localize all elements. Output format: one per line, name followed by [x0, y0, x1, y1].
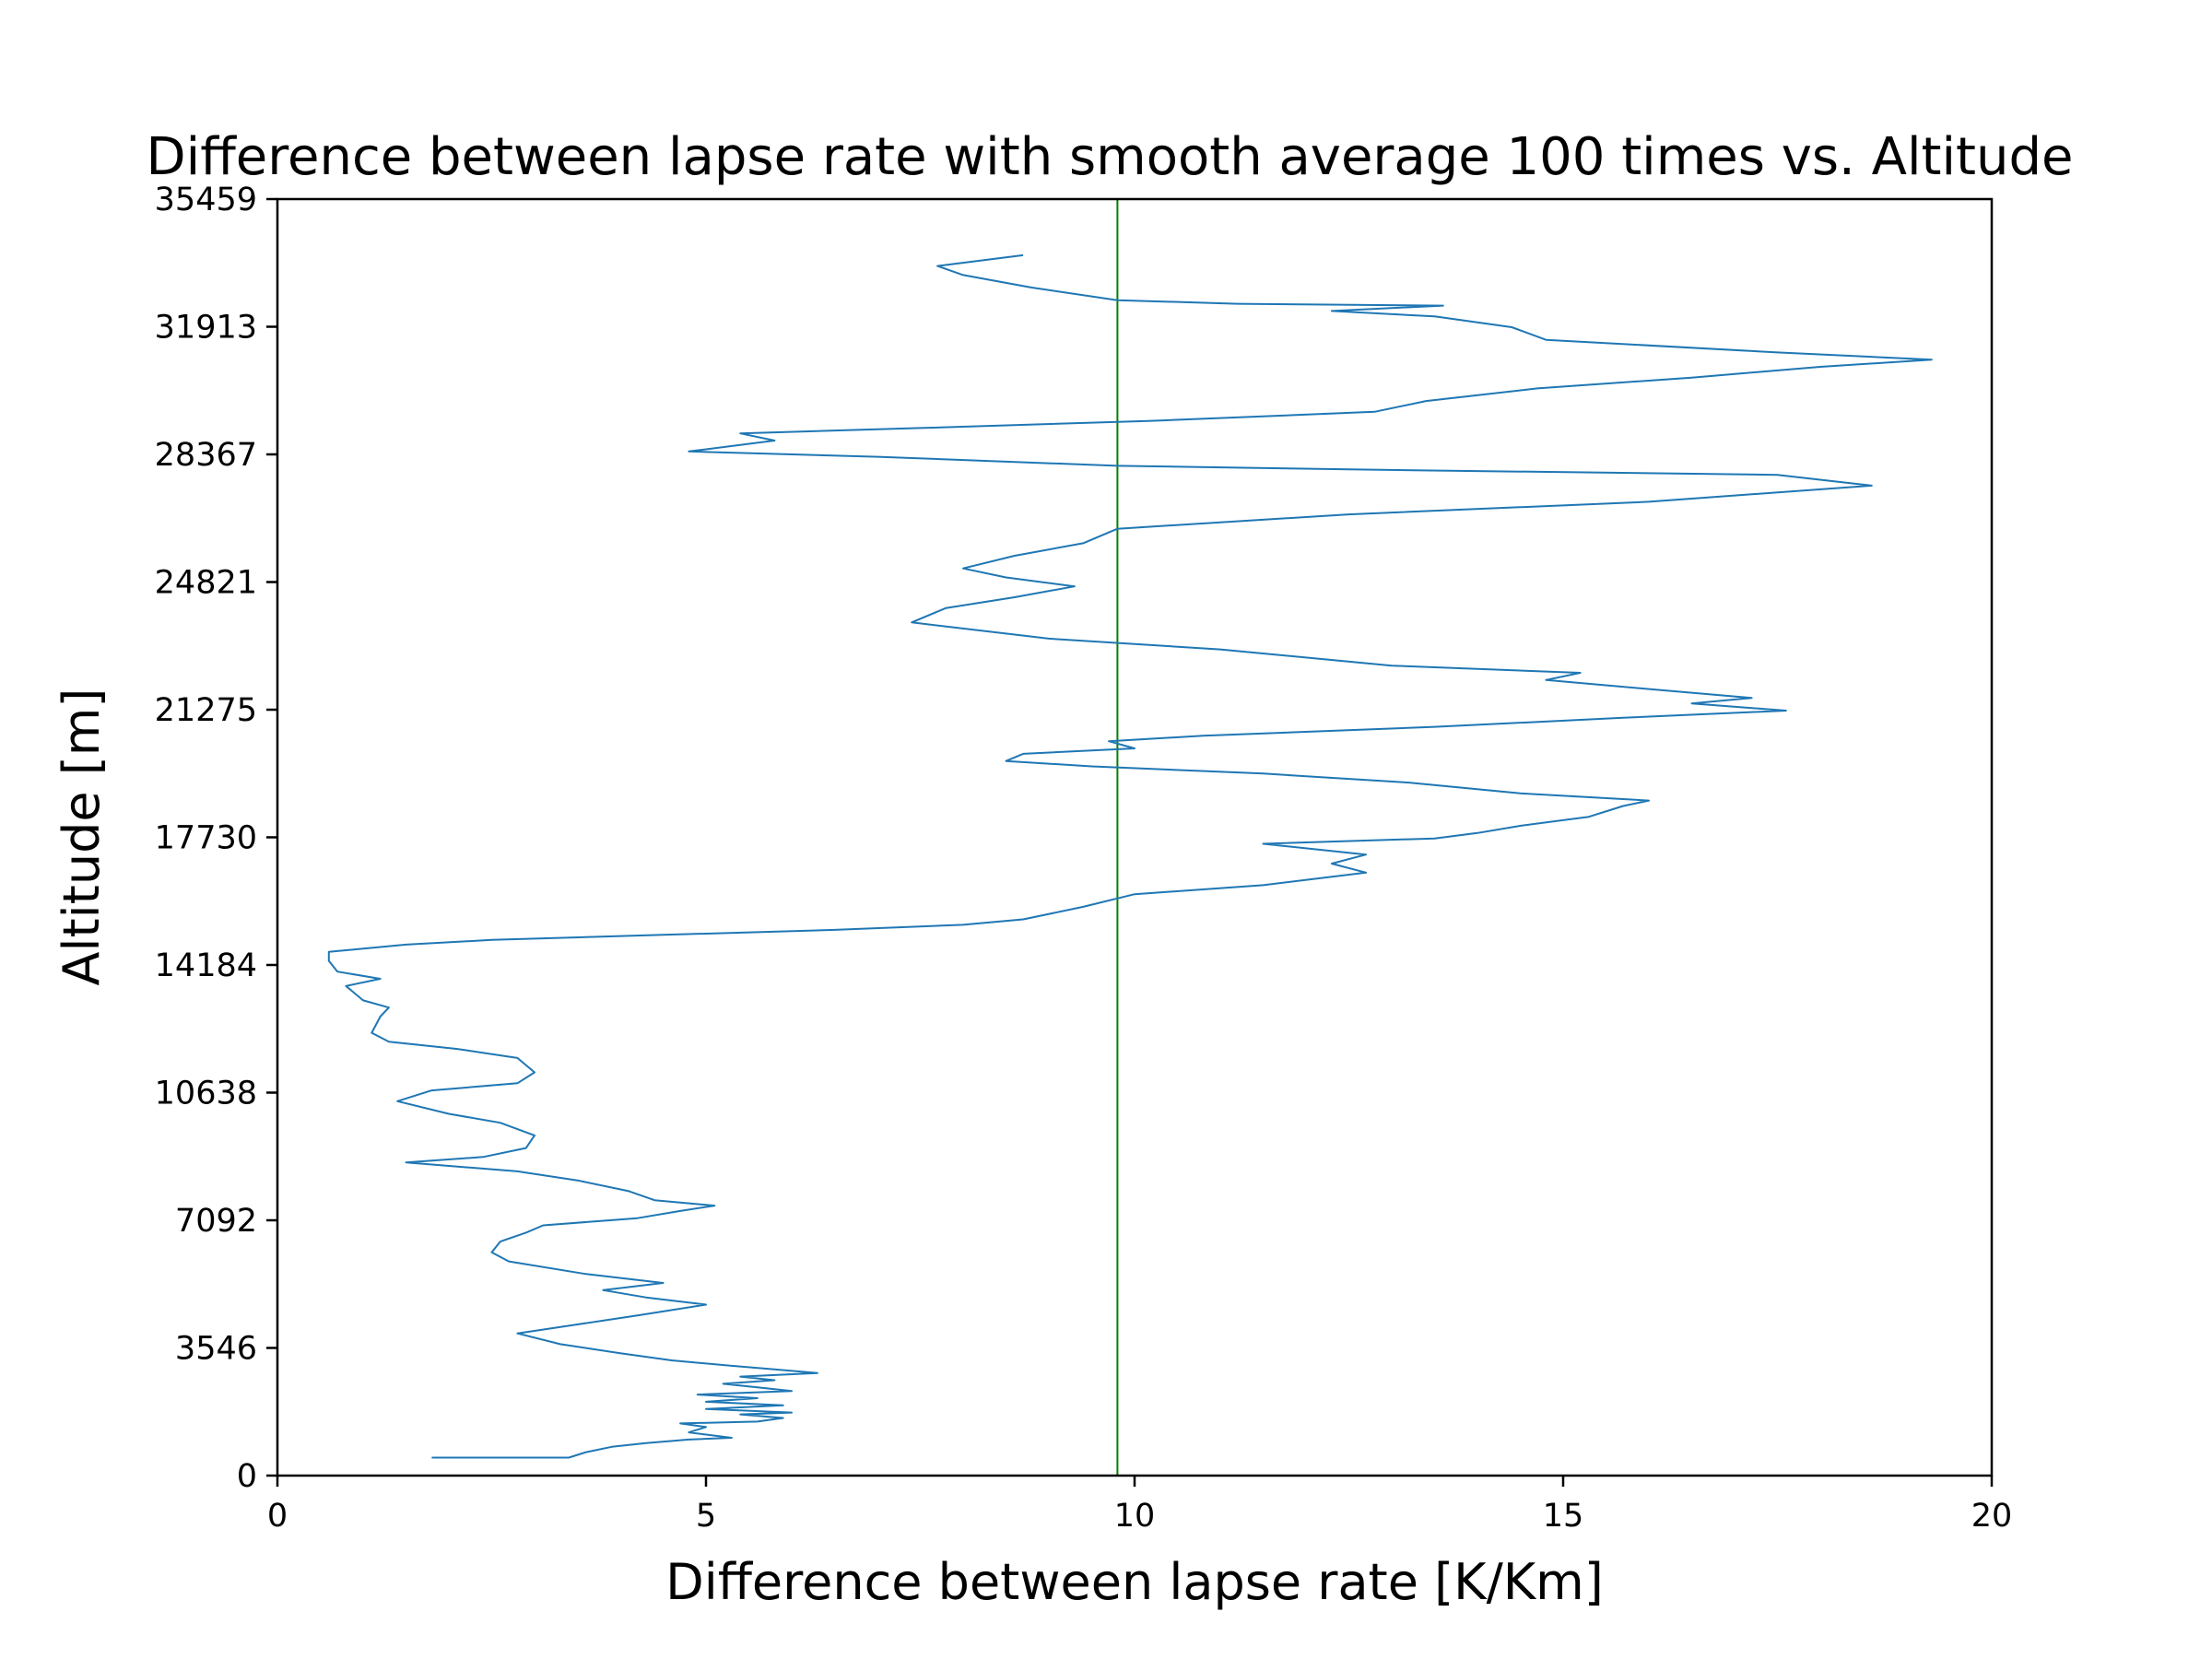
x-axis-label: Difference between lapse rate [K/Km]	[665, 1553, 1604, 1611]
y-tick-label: 31913	[155, 310, 257, 347]
y-axis-label: Altitude [m]	[53, 688, 111, 986]
y-tick-label: 17730	[155, 819, 257, 856]
y-tick-label: 28367	[155, 437, 257, 474]
x-tick-label: 0	[267, 1498, 288, 1535]
y-tick-label: 35459	[155, 182, 257, 218]
y-tick-label: 10638	[155, 1075, 257, 1112]
series-line-0	[327, 253, 1933, 1459]
y-tick-label: 3546	[175, 1330, 257, 1367]
y-tick-label: 7092	[175, 1203, 257, 1240]
x-tick-label: 5	[696, 1498, 716, 1535]
plot-area-frame	[276, 197, 1994, 1477]
y-tick-label: 24821	[155, 565, 257, 602]
y-tick-label: 21275	[155, 692, 257, 729]
x-tick-label: 20	[1971, 1498, 2013, 1535]
y-tick-label: 0	[237, 1458, 257, 1495]
x-tick-label: 15	[1543, 1498, 1584, 1535]
y-tick-label: 14184	[155, 947, 257, 984]
chart-title: Difference between lapse rate with smoot…	[147, 127, 2074, 187]
x-tick-label: 10	[1114, 1498, 1156, 1535]
